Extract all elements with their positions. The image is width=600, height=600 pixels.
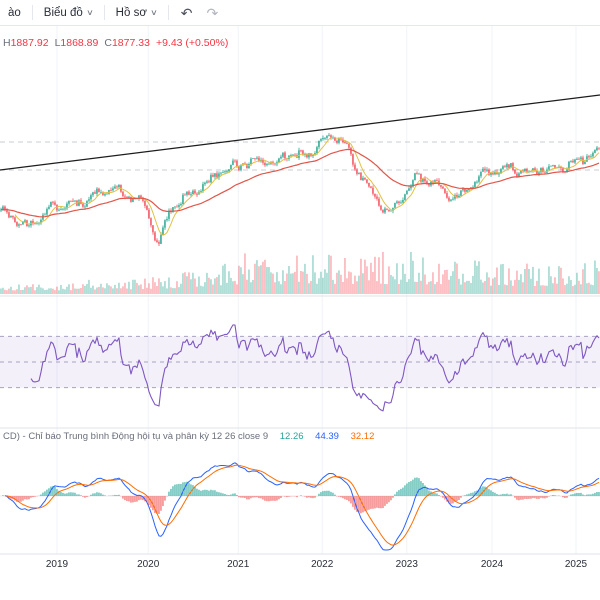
menu-profile[interactable]: Hồ sơ ∨ <box>110 4 163 22</box>
menu-profile-label: Hồ sơ <box>115 6 147 19</box>
macd-histogram <box>0 477 600 514</box>
chevron-down-icon: ∨ <box>85 8 94 17</box>
rsi-line <box>30 324 600 412</box>
chevron-down-icon: ∨ <box>149 8 158 17</box>
year-label: 2024 <box>481 559 504 570</box>
menu-item-partial-label: ào <box>8 6 21 19</box>
menu-chart[interactable]: Biểu đồ ∨ <box>38 4 99 22</box>
ma-fast-line <box>14 136 600 236</box>
candles <box>0 133 600 246</box>
toolbar-separator <box>31 5 33 20</box>
macd-signal-line <box>4 464 600 546</box>
macd-line <box>4 462 600 551</box>
volume-bars <box>0 252 600 294</box>
time-axis[interactable]: 2019 2020 2021 2022 2023 2024 2025 <box>0 553 600 600</box>
menu-item-partial[interactable]: ào <box>2 4 27 22</box>
year-label: 2021 <box>227 559 250 570</box>
toolbar-separator <box>103 5 105 20</box>
trendline[interactable] <box>0 94 600 171</box>
undo-icon[interactable]: ↶ <box>180 4 193 21</box>
vertical-gridlines <box>56 26 577 554</box>
top-toolbar: ào Biểu đồ ∨ Hồ sơ ∨ ↶ ↷ <box>0 0 600 26</box>
year-label: 2022 <box>311 559 334 570</box>
year-label: 2025 <box>565 559 588 570</box>
year-label: 2020 <box>137 559 160 570</box>
ma-slow-line <box>0 148 600 218</box>
redo-icon[interactable]: ↷ <box>206 4 219 21</box>
price-pane[interactable] <box>0 94 600 294</box>
year-label: 2019 <box>46 559 69 570</box>
macd-pane[interactable] <box>0 462 600 551</box>
rsi-pane[interactable] <box>0 324 600 412</box>
year-label: 2023 <box>396 559 419 570</box>
chart-area[interactable]: 2019 2020 2021 2022 2023 2024 2025 H1887.92 L18… <box>0 26 600 600</box>
menu-chart-label: Biểu đồ <box>43 6 83 19</box>
toolbar-separator <box>167 5 169 20</box>
chart-canvas[interactable]: 2019 2020 2021 2022 2023 2024 2025 <box>0 26 600 600</box>
